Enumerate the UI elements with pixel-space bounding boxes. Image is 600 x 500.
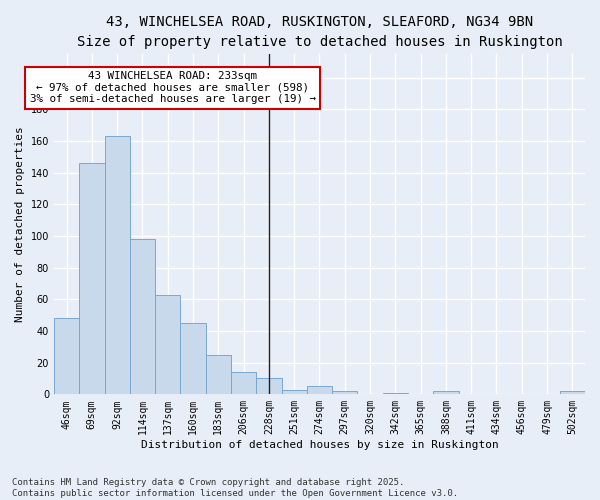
Bar — [281, 390, 307, 394]
Bar — [231, 372, 256, 394]
Y-axis label: Number of detached properties: Number of detached properties — [15, 126, 25, 322]
Text: Contains HM Land Registry data © Crown copyright and database right 2025.
Contai: Contains HM Land Registry data © Crown c… — [12, 478, 458, 498]
Bar — [104, 136, 130, 394]
Bar — [433, 391, 458, 394]
Title: 43, WINCHELSEA ROAD, RUSKINGTON, SLEAFORD, NG34 9BN
Size of property relative to: 43, WINCHELSEA ROAD, RUSKINGTON, SLEAFOR… — [77, 15, 562, 48]
Bar — [130, 239, 155, 394]
Bar — [560, 391, 585, 394]
Bar — [256, 378, 281, 394]
Bar — [181, 323, 206, 394]
Bar — [307, 386, 332, 394]
Text: 43 WINCHELSEA ROAD: 233sqm
← 97% of detached houses are smaller (598)
3% of semi: 43 WINCHELSEA ROAD: 233sqm ← 97% of deta… — [30, 72, 316, 104]
Bar — [383, 392, 408, 394]
X-axis label: Distribution of detached houses by size in Ruskington: Distribution of detached houses by size … — [140, 440, 499, 450]
Bar — [332, 391, 358, 394]
Bar — [54, 318, 79, 394]
Bar — [206, 354, 231, 395]
Bar — [155, 294, 181, 394]
Bar — [79, 163, 104, 394]
